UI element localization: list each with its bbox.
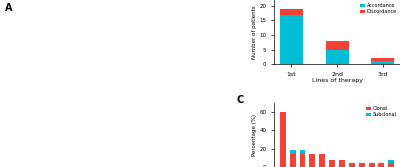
X-axis label: Lines of therapy: Lines of therapy	[312, 78, 362, 83]
Legend: Clonal, Subclonal: Clonal, Subclonal	[366, 105, 398, 118]
Bar	[290, 154, 296, 167]
Bar	[310, 154, 315, 167]
Bar	[280, 9, 303, 15]
Bar	[349, 163, 355, 167]
Bar	[290, 150, 296, 154]
Bar	[359, 163, 365, 167]
Y-axis label: Number of patients: Number of patients	[252, 5, 257, 59]
Bar	[329, 160, 335, 167]
Bar	[319, 154, 325, 167]
Bar	[280, 112, 286, 167]
Bar	[300, 150, 306, 154]
Text: C: C	[236, 95, 244, 105]
Bar	[326, 50, 348, 64]
Bar	[371, 61, 394, 64]
Y-axis label: Percentage (%): Percentage (%)	[252, 114, 257, 156]
Bar	[369, 163, 374, 167]
Text: B: B	[236, 0, 244, 2]
Bar	[388, 163, 394, 167]
Bar	[378, 163, 384, 167]
Bar	[280, 15, 303, 64]
Bar	[371, 58, 394, 61]
Bar	[388, 160, 394, 163]
Legend: Accordance, Discordance: Accordance, Discordance	[359, 3, 398, 15]
Bar	[300, 154, 306, 167]
Bar	[339, 160, 345, 167]
Bar	[326, 41, 348, 50]
Text: A: A	[5, 3, 13, 13]
